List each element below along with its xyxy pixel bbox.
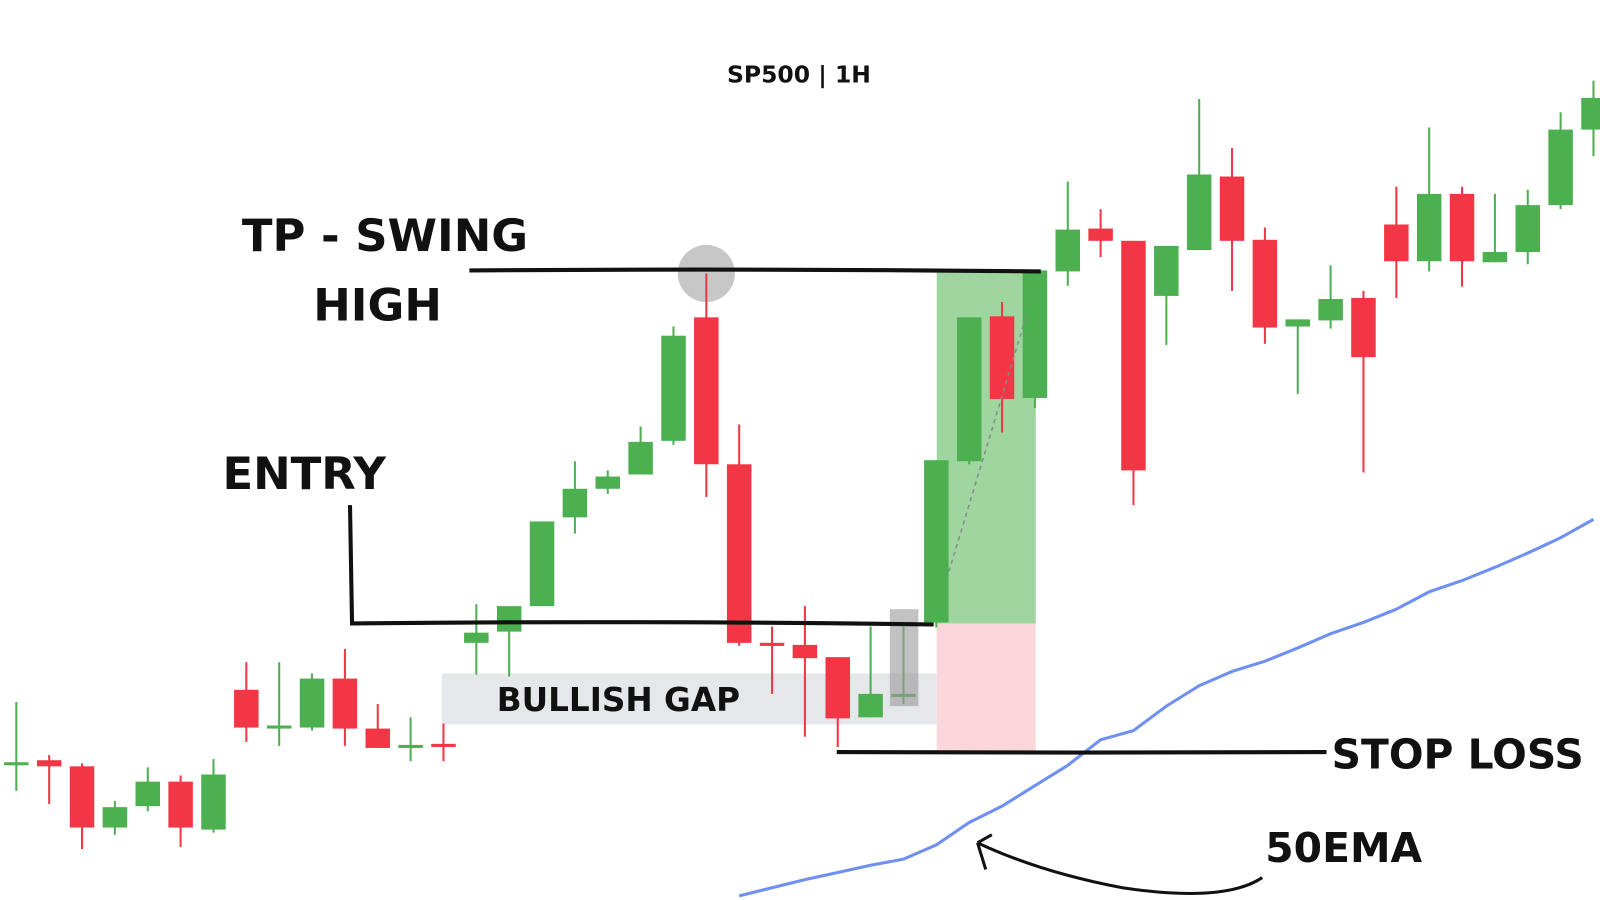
ema-label: 50EMA [1265,824,1422,872]
candle-body [365,728,390,748]
candle-body [792,644,818,659]
candle-body [1482,252,1508,263]
chart-title: SP500 | 1H [727,61,871,89]
candle-body [1318,298,1343,321]
candle-body [1384,224,1409,262]
candle-body [69,766,95,828]
stop-loss-line [836,750,1327,755]
candle-body [595,476,620,489]
candle-body [4,762,29,766]
candle-body [1252,239,1278,328]
candle-body [102,807,128,828]
candle-body [1186,174,1212,250]
profit-zone [936,271,1036,624]
trade-path [948,318,1027,572]
take-profit-line [469,267,1041,274]
candle-body [1154,245,1179,296]
candle-body [858,693,883,718]
candle-body [1285,319,1310,327]
candle-body [299,678,325,728]
candle-body [1515,205,1540,253]
ema-arrow [976,833,1264,896]
candle-body [1351,297,1376,358]
gap-label: BULLISH GAP [497,681,740,719]
candle-body [135,781,160,807]
bullish-gap-zone [441,673,937,725]
candle-body [1416,193,1442,262]
candle-body [1219,176,1245,241]
loss-zone [936,623,1036,753]
candle-body [825,657,850,719]
candle-body [1581,97,1600,130]
candle-body [168,781,193,828]
candle-body [234,689,259,728]
candle-body [726,464,752,643]
candle-body [1022,270,1048,398]
candle-body [398,744,423,748]
tp-label: HIGH [313,278,442,331]
candle-body [1449,193,1475,262]
candle-body [1121,240,1146,471]
candle-body [1088,228,1113,241]
candle-body [661,335,686,441]
candle-body [759,642,785,646]
candle-body [529,521,555,607]
candle-body [989,316,1015,399]
candle-body [332,678,358,729]
candle-body [956,317,982,462]
entry-line [347,505,934,627]
candle-body [628,441,653,475]
stop-loss-label: STOP LOSS [1332,730,1584,778]
candle-body [464,632,489,643]
candle-body [431,743,456,747]
candle-body [201,774,226,830]
candle-body [36,760,62,767]
candle-body [694,317,719,465]
candle-body [562,488,588,518]
entry-label: ENTRY [222,447,386,500]
ema-line [738,518,1595,898]
candle-body [1055,229,1080,272]
candle-body [496,606,522,632]
candle-body [1548,129,1573,206]
candle-body [266,725,292,729]
candle-body [924,460,949,623]
tp-label: TP - SWING [242,209,528,262]
